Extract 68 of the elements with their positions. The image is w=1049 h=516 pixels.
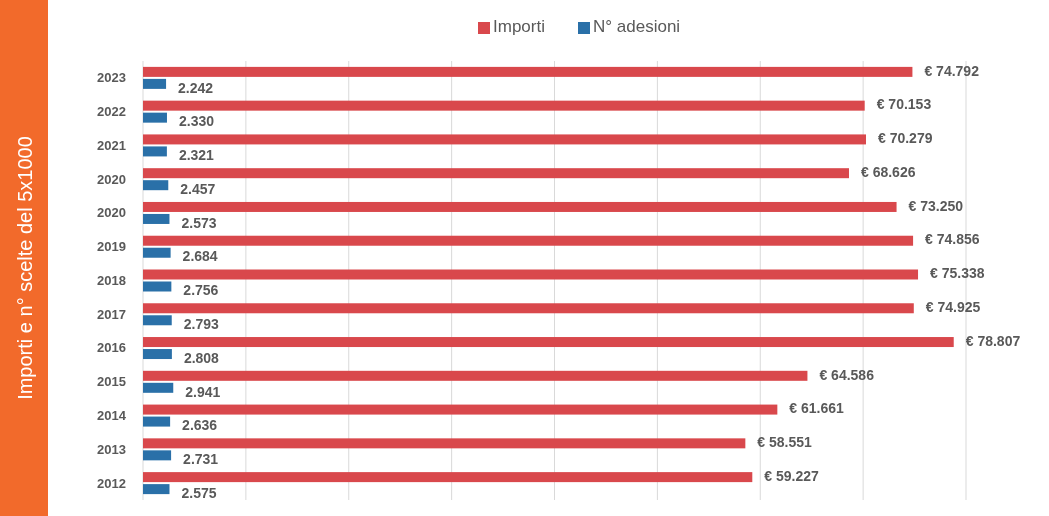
bar — [143, 146, 167, 157]
bar — [143, 472, 753, 483]
bar — [143, 349, 172, 360]
data-label: € 74.856 — [925, 231, 980, 248]
bar — [143, 370, 808, 381]
data-label: 2.573 — [181, 214, 217, 231]
data-label: € 59.227 — [764, 467, 820, 484]
bar — [143, 247, 171, 258]
y-axis-title: Importi e n° scelte del 5x1000 — [14, 136, 36, 400]
y-tick-label: 2018 — [97, 272, 126, 288]
y-tick-label: 2023 — [97, 70, 126, 86]
data-label: € 74.925 — [925, 298, 981, 315]
y-tick-label: 2017 — [97, 306, 126, 322]
data-label: € 73.250 — [908, 197, 964, 214]
bar — [143, 382, 174, 393]
data-label: 2.731 — [183, 451, 219, 468]
y-tick-label: 2012 — [97, 475, 126, 491]
bar — [143, 303, 914, 314]
data-label: € 70.153 — [876, 96, 932, 113]
bar — [143, 450, 172, 461]
bar — [143, 134, 866, 145]
bar — [143, 416, 171, 427]
data-label: € 68.626 — [860, 163, 916, 180]
bar — [143, 281, 172, 292]
bar — [143, 180, 169, 191]
data-label: € 58.551 — [757, 434, 813, 451]
bar — [143, 235, 914, 246]
bar — [143, 78, 167, 89]
bar — [143, 337, 954, 348]
data-label: 2.575 — [181, 484, 217, 501]
y-tick-label: 2016 — [97, 340, 126, 356]
bar — [143, 201, 897, 212]
data-label: 2.793 — [183, 315, 219, 332]
data-label: 2.457 — [180, 180, 216, 197]
bar — [143, 404, 778, 415]
data-label: 2.321 — [178, 147, 215, 164]
bar — [143, 100, 865, 111]
data-label: 2.242 — [178, 79, 214, 96]
y-tick-label: 2014 — [97, 408, 127, 424]
data-label: € 64.586 — [819, 366, 875, 383]
data-label: 2.684 — [182, 248, 218, 265]
data-label: € 78.807 — [965, 332, 1021, 349]
bar — [143, 66, 913, 77]
y-tick-label: 2020 — [97, 171, 126, 187]
bar — [143, 269, 919, 280]
y-tick-label: 2022 — [97, 104, 126, 120]
bar — [143, 213, 170, 224]
bar — [143, 438, 746, 449]
y-tick-label: 2019 — [97, 239, 126, 255]
data-label: 2.808 — [183, 349, 220, 366]
data-label: € 74.792 — [924, 62, 980, 79]
y-tick-label: 2013 — [97, 441, 126, 457]
bar — [143, 112, 167, 123]
data-label: 2.636 — [182, 417, 218, 434]
bar — [143, 168, 849, 179]
bar — [143, 315, 172, 326]
data-label: € 75.338 — [930, 265, 985, 282]
bar — [143, 484, 170, 495]
y-tick-label: 2020 — [97, 205, 126, 221]
legend-label: N° adesioni — [593, 17, 681, 37]
data-label: 2.330 — [178, 113, 215, 130]
data-label: € 61.661 — [789, 400, 845, 417]
data-label: 2.941 — [185, 383, 221, 400]
legend-label: Importi — [493, 17, 545, 37]
data-label: € 70.279 — [878, 130, 933, 147]
data-label: 2.756 — [183, 282, 219, 299]
y-tick-label: 2021 — [97, 137, 126, 153]
y-tick-label: 2015 — [97, 374, 126, 390]
